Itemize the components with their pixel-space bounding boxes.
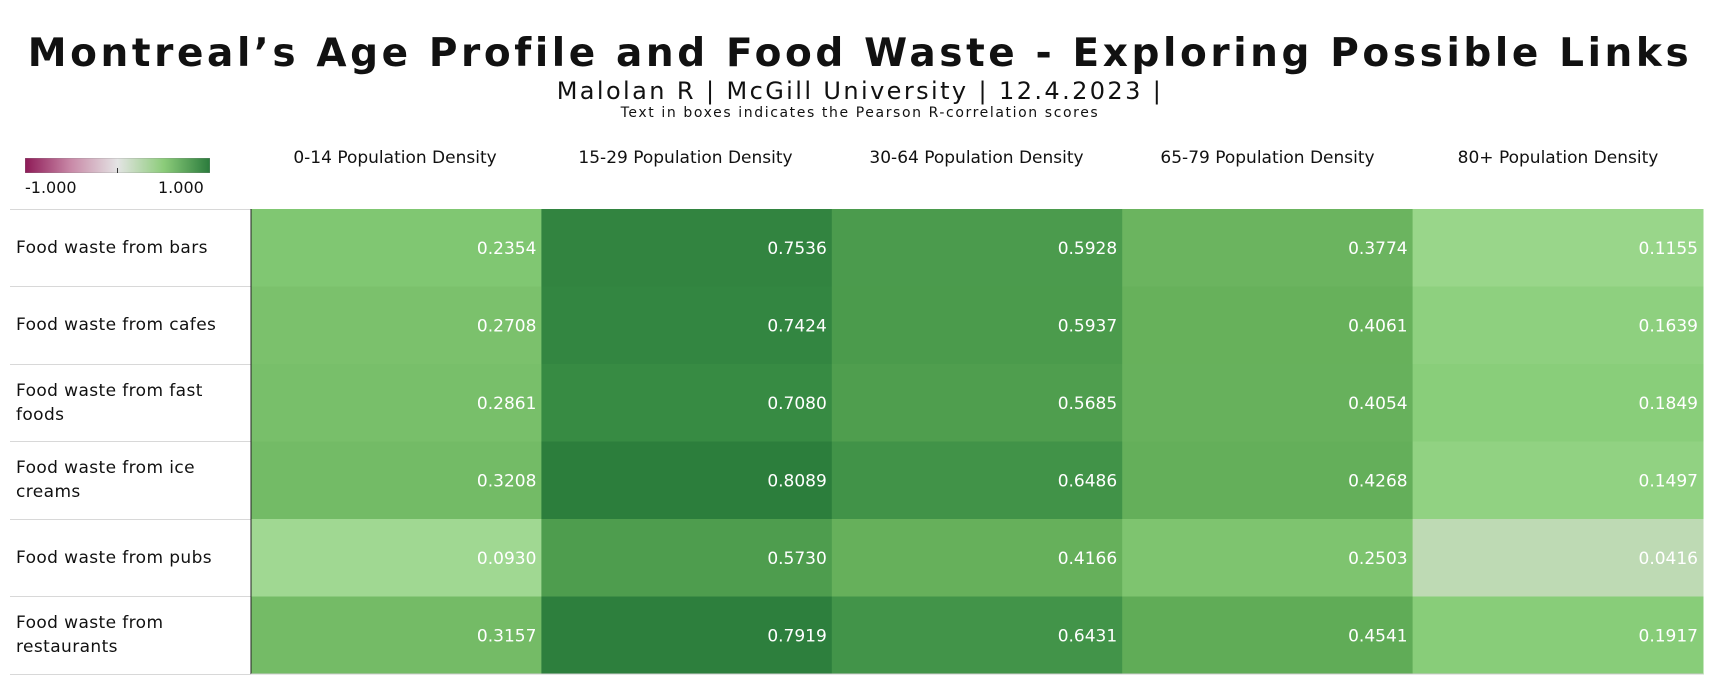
row-label-cafes: Food waste from cafes	[16, 315, 217, 335]
heatmap-cell	[831, 441, 1123, 520]
heatmap-cell	[1122, 441, 1414, 520]
heatmap-cell	[541, 286, 833, 365]
legend-gradient-bar	[25, 158, 210, 173]
heatmap-cell	[1412, 209, 1704, 287]
heatmap-cell-value: 0.1917	[1639, 626, 1698, 646]
heatmap-cell	[251, 441, 542, 520]
heatmap-cell-value: 0.5730	[767, 549, 826, 569]
color-legend: -1.000 1.000	[25, 158, 210, 203]
heatmap-cell-value: 0.5928	[1058, 239, 1117, 259]
heatmap-cell-value: 0.8089	[767, 471, 826, 491]
heatmap-cell	[1412, 364, 1704, 442]
heatmap-cell	[541, 519, 833, 597]
heatmap-cell	[251, 596, 542, 675]
heatmap-cell-value: 0.3157	[477, 626, 536, 646]
heatmap-cell	[251, 209, 542, 287]
row-label-pubs: Food waste from pubs	[16, 547, 213, 568]
row-divider	[10, 674, 251, 675]
heatmap-cell	[1122, 596, 1414, 675]
column-header-80-plus: 80+ Population Density	[1457, 148, 1659, 168]
heatmap-cell	[831, 596, 1123, 675]
heatmap-cell-value: 0.4061	[1348, 316, 1407, 336]
heatmap-cell	[541, 441, 833, 520]
heatmap-cell-value: 0.4166	[1058, 549, 1117, 569]
heatmap-cell	[1412, 286, 1704, 365]
row-divider	[10, 441, 251, 442]
heatmap-cell	[1122, 364, 1414, 442]
heatmap-cell-value: 0.2861	[477, 394, 536, 414]
row-divider	[10, 364, 251, 365]
heatmap-cell	[1412, 441, 1704, 520]
row-divider	[10, 519, 251, 520]
heatmap-cell	[541, 364, 833, 442]
heatmap-cell-value: 0.7424	[767, 316, 826, 336]
heatmap-cell-value: 0.6486	[1058, 471, 1117, 491]
heatmap-cell-value: 0.1155	[1639, 239, 1698, 259]
chart-note: Text in boxes indicates the Pearson R-co…	[620, 105, 1100, 121]
heatmap-cell-value: 0.4268	[1348, 471, 1407, 491]
column-header-30-64: 30-64 Population Density	[869, 148, 1084, 168]
heatmap-cell	[251, 519, 542, 597]
heatmap-cell	[831, 286, 1123, 365]
heatmap-cell-value: 0.5685	[1058, 394, 1117, 414]
heatmap-cell-value: 0.3208	[477, 471, 536, 491]
heatmap-cell-value: 0.0416	[1639, 549, 1698, 569]
row-divider	[10, 286, 251, 287]
heatmap-cell-value: 0.0930	[477, 549, 536, 569]
heatmap-cell-value: 0.2708	[477, 316, 536, 336]
row-divider	[10, 596, 251, 597]
column-header-0-14: 0-14 Population Density	[293, 148, 497, 168]
heatmap-cell-value: 0.2503	[1348, 549, 1407, 569]
heatmap-cell	[1122, 209, 1414, 287]
heatmap-cell	[1122, 286, 1414, 365]
heatmap-cell	[1122, 519, 1414, 597]
heatmap-cell	[541, 596, 833, 675]
legend-max-label: 1.000	[158, 178, 204, 197]
heatmap-cell-value: 0.1497	[1639, 471, 1698, 491]
heatmap-cell-value: 0.3774	[1348, 239, 1407, 259]
heatmap-cell	[831, 364, 1123, 442]
chart-title: Montreal’s Age Profile and Food Waste - …	[27, 31, 1693, 76]
row-divider	[10, 209, 251, 210]
column-header-15-29: 15-29 Population Density	[578, 148, 793, 168]
chart-subtitle: Malolan R | McGill University | 12.4.202…	[556, 77, 1164, 105]
heatmap-cell	[1412, 596, 1704, 675]
heatmap-cell	[541, 209, 833, 287]
heatmap-cell-value: 0.1849	[1639, 394, 1698, 414]
heatmap-cell-value: 0.7536	[767, 239, 826, 259]
row-label-ice-creams: Food waste from ice creams	[16, 458, 195, 502]
heatmap-cell	[251, 364, 542, 442]
column-header-65-79: 65-79 Population Density	[1160, 148, 1375, 168]
heatmap-cell-value: 0.4541	[1348, 626, 1407, 646]
heatmap-cell	[251, 286, 542, 365]
heatmap-cell	[831, 209, 1123, 287]
row-label-fast-foods: Food waste from fast foods	[16, 380, 203, 425]
heatmap-cell-value: 0.7080	[767, 394, 826, 414]
heatmap-cell-value: 0.7919	[767, 626, 826, 646]
row-label-restaurants: Food waste from restaurants	[16, 613, 164, 657]
heatmap-cell-value: 0.2354	[477, 239, 536, 259]
row-label-bars: Food waste from bars	[16, 237, 208, 258]
heatmap-cell	[1412, 519, 1704, 597]
heatmap-cell	[831, 519, 1123, 597]
heatmap-cell-value: 0.6431	[1058, 626, 1117, 646]
heatmap-cell-value: 0.5937	[1058, 316, 1117, 336]
heatmap-cell-value: 0.4054	[1348, 394, 1407, 414]
heatmap-cell-value: 0.1639	[1639, 316, 1698, 336]
legend-min-label: -1.000	[25, 178, 77, 197]
